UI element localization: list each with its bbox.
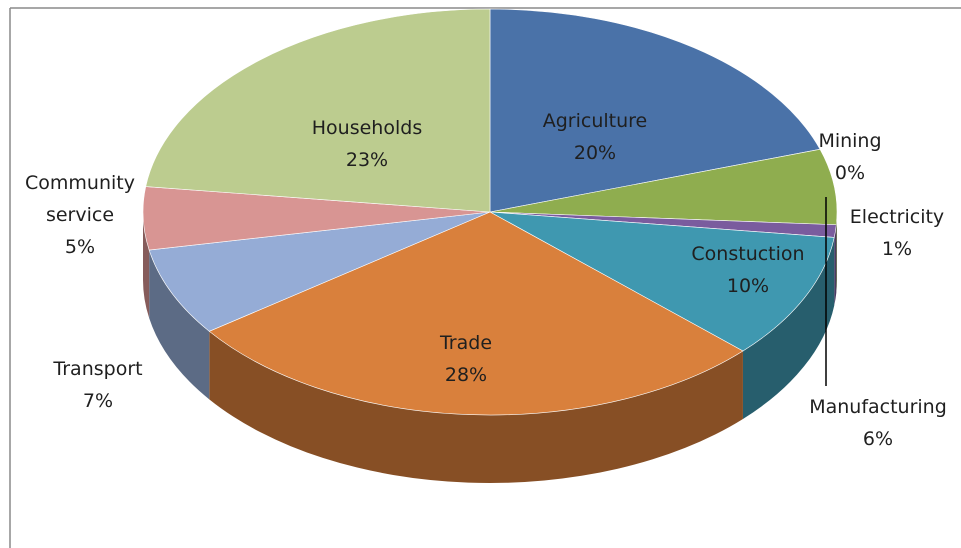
category-name: Mining — [818, 130, 882, 152]
category-name: Agriculture — [542, 110, 648, 132]
value-label: 23% — [345, 149, 389, 171]
category-name: Trade — [439, 332, 493, 354]
slice-label: Transport 7% — [28, 353, 168, 417]
category-name: Community service — [25, 172, 135, 226]
value-label: 10% — [726, 275, 770, 297]
category-name: Transport — [53, 358, 143, 380]
slice-label: Manufacturing 6% — [793, 391, 961, 455]
category-name: Households — [311, 117, 423, 139]
slice-side — [209, 331, 743, 483]
slice-label: Constuction 10% — [668, 238, 828, 302]
slice — [489, 8, 821, 213]
pie-tops — [142, 8, 838, 416]
slice-side — [742, 237, 835, 419]
value-label: 6% — [862, 428, 894, 450]
value-label: 7% — [82, 390, 114, 412]
slice-label: Electricity 1% — [832, 201, 961, 265]
slice-label: Households 23% — [287, 112, 447, 176]
value-label: 1% — [881, 238, 913, 260]
slice-label: Community service 5% — [10, 167, 150, 263]
category-name: Constuction — [691, 243, 805, 265]
slice — [148, 211, 491, 332]
slice — [208, 211, 744, 416]
slice-side — [143, 212, 150, 319]
slice-label: Mining 0% — [790, 125, 910, 189]
value-label: 28% — [444, 364, 488, 386]
slice-label: Trade 28% — [396, 327, 536, 391]
slice — [489, 211, 835, 352]
value-label: 5% — [64, 236, 96, 258]
slice-label: Agriculture 20% — [515, 105, 675, 169]
category-name: Electricity — [849, 206, 945, 228]
value-label: 20% — [573, 142, 617, 164]
slice-side — [834, 224, 837, 306]
slice — [145, 8, 491, 213]
slice-side — [149, 250, 210, 400]
slice — [489, 148, 838, 226]
pie-sides — [143, 212, 837, 483]
slice-side — [836, 212, 837, 293]
value-label: 0% — [834, 162, 866, 184]
category-name: Manufacturing — [809, 396, 947, 418]
